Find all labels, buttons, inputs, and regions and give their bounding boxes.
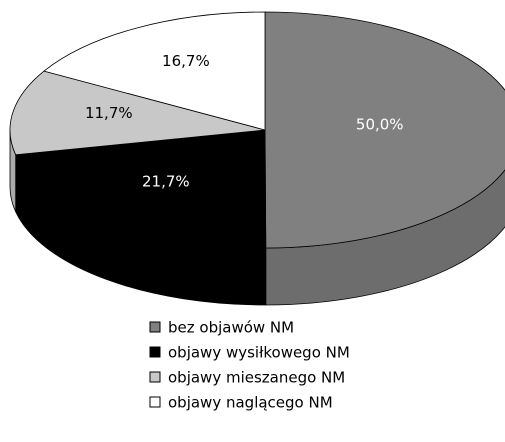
data-label: 21,7% <box>142 172 190 190</box>
data-label: 50,0% <box>356 115 404 133</box>
slice <box>15 129 267 249</box>
legend-label: objawy wysiłkowego NM <box>168 344 350 362</box>
data-label: 11,7% <box>85 104 133 122</box>
data-label: 16,7% <box>162 52 210 70</box>
slice <box>264 11 505 249</box>
legend-marker <box>149 346 161 358</box>
legend-label: objawy mieszanego NM <box>168 369 345 387</box>
legend-marker <box>149 371 161 383</box>
legend-marker <box>149 396 161 408</box>
legend-label: bez objawów NM <box>168 319 294 337</box>
legend-marker <box>149 321 161 333</box>
slice <box>43 11 266 131</box>
slice <box>9 70 266 156</box>
legend-label: objawy naglącego NM <box>168 394 333 412</box>
